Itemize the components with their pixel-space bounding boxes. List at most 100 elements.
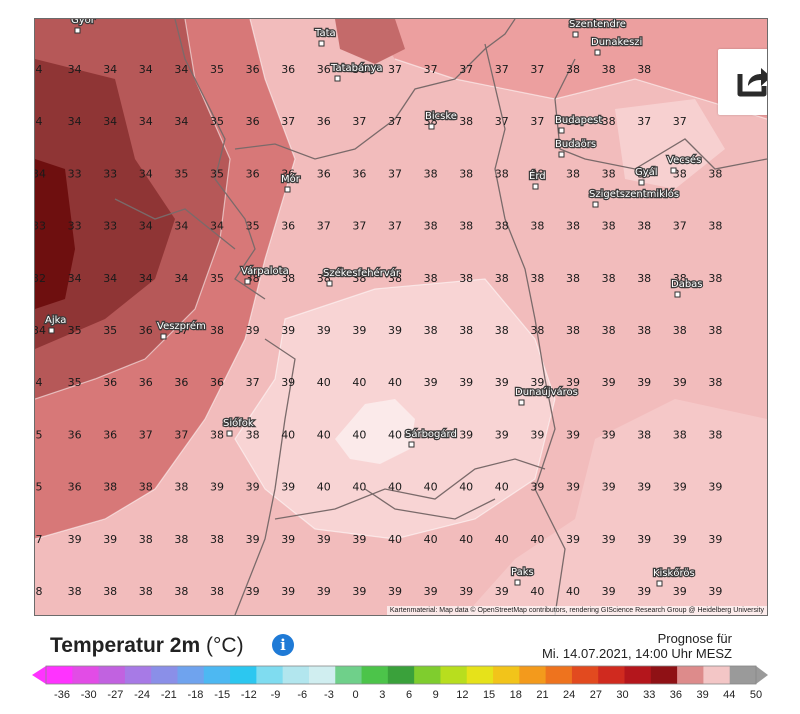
temperature-value: 37 <box>459 63 473 76</box>
city-label: Vecsés <box>666 153 702 174</box>
temperature-value: 39 <box>281 533 295 546</box>
city-marker <box>226 430 233 437</box>
temperature-value: 40 <box>424 533 438 546</box>
temperature-value: 38 <box>424 167 438 180</box>
temperature-value: 38 <box>459 115 473 128</box>
city-marker <box>638 179 645 186</box>
temperature-value: 40 <box>281 428 295 441</box>
share-button[interactable] <box>718 49 767 115</box>
colorbar-tick-label: 44 <box>723 689 736 701</box>
temperature-value: 38 <box>673 428 687 441</box>
temperature-map[interactable]: 4 34 34 34 34 35 36 36 36 36 37 37 37 37 37 38 38 38 4 34 34… <box>34 18 768 616</box>
temperature-value: 39 <box>281 585 295 598</box>
city-label: Budaörs <box>554 138 597 158</box>
zone-hot-north <box>335 19 405 64</box>
city-marker <box>48 327 55 334</box>
temperature-value: 38 <box>602 63 616 76</box>
temperature-value: 34 <box>174 63 188 76</box>
colorbar-tick-label: 50 <box>749 689 763 701</box>
colorbar-segment <box>361 666 389 684</box>
info-icon[interactable]: i <box>272 634 294 656</box>
city-marker <box>74 27 81 34</box>
city-name: Budapest <box>555 115 602 126</box>
city-name: Siófok <box>223 417 254 429</box>
temperature-value: 37 <box>281 115 295 128</box>
temperature-value: 35 <box>68 324 82 337</box>
city-label: Mór <box>280 172 302 193</box>
city-label: Szentendre <box>568 19 627 38</box>
temperature-value: 38 <box>708 428 722 441</box>
temperature-value: 39 <box>673 585 687 598</box>
colorbar-tick-label: -15 <box>214 689 231 701</box>
temperature-value: 38 <box>246 428 260 441</box>
temperature-value: 40 <box>495 533 509 546</box>
city-marker <box>558 151 565 158</box>
colorbar-segment <box>72 666 100 684</box>
temperature-value: 38 <box>566 220 580 233</box>
temperature-value: 39 <box>673 481 687 494</box>
temperature-value: 38 <box>637 63 651 76</box>
temperature-value: 34 <box>68 115 82 128</box>
temperature-value: 34 <box>139 115 153 128</box>
temperature-value: 38 <box>566 167 580 180</box>
temperature-value: 4 <box>36 376 43 389</box>
colorbar-segment <box>124 666 152 684</box>
city-label: Sárbogárd <box>404 427 458 448</box>
temperature-value: 33 <box>68 220 82 233</box>
city-marker <box>318 40 325 47</box>
temperature-value: 36 <box>139 376 153 389</box>
temperature-value: 39 <box>246 585 260 598</box>
city-name: Gyál <box>635 166 658 178</box>
colorbar-tick-label: 18 <box>509 689 522 701</box>
temperature-value: 37 <box>673 220 687 233</box>
colorbar-tick-label: -30 <box>80 689 97 701</box>
temperature-value: 40 <box>317 428 331 441</box>
city-label: Siófok <box>222 416 255 437</box>
colorbar-tick-label: 30 <box>616 689 629 701</box>
temperature-value: 39 <box>246 324 260 337</box>
temperature-value: 38 <box>495 220 509 233</box>
temperature-value: 38 <box>530 272 544 285</box>
temperature-value: 39 <box>388 585 402 598</box>
city-marker <box>594 49 601 56</box>
temperature-value: 36 <box>246 63 260 76</box>
temperature-value: 40 <box>424 481 438 494</box>
temperature-value: 33 <box>103 167 117 180</box>
temperature-value: 37 <box>352 115 366 128</box>
temperature-value: 40 <box>388 533 402 546</box>
temperature-value: 34 <box>174 220 188 233</box>
legend-title: Temperatur 2m (°C) <box>50 634 244 658</box>
temperature-value: 39 <box>317 533 331 546</box>
temperature-value: 36 <box>68 481 82 494</box>
temperature-value: 38 <box>495 324 509 337</box>
temperature-value: 36 <box>317 63 331 76</box>
temperature-value: 39 <box>637 481 651 494</box>
city-label: Tata <box>313 27 337 47</box>
colorbar-segment <box>650 666 678 684</box>
colorbar-segment <box>308 666 336 684</box>
temperature-value: 38 <box>708 272 722 285</box>
temperature-value: 40 <box>317 481 331 494</box>
temperature-value: 39 <box>352 585 366 598</box>
temperature-value: 39 <box>103 533 117 546</box>
city-name: Budaörs <box>555 139 596 150</box>
city-marker <box>532 183 539 190</box>
temperature-value: 39 <box>602 376 616 389</box>
temperature-value: 39 <box>495 585 509 598</box>
city-labels: Győr Tata Tatabánya Szentendre Dunakeszi Buda… <box>44 19 704 587</box>
colorbar-segment <box>493 666 520 684</box>
temperature-value: 39 <box>602 585 616 598</box>
temperature-value: 38 <box>637 324 651 337</box>
temperature-value: 40 <box>459 533 473 546</box>
temperature-value: 38 <box>530 167 544 180</box>
share-icon <box>737 68 767 97</box>
temperature-value: 34 <box>210 220 224 233</box>
temperature-value: 39 <box>281 376 295 389</box>
colorbar-tick-label: 21 <box>536 689 549 701</box>
temperature-value: 36 <box>352 63 366 76</box>
colorbar-segment <box>387 666 415 684</box>
temperature-value: 38 <box>708 167 722 180</box>
temperature-value: 38 <box>602 220 616 233</box>
temperature-value: 40 <box>530 533 544 546</box>
temperature-value: 36 <box>210 376 224 389</box>
